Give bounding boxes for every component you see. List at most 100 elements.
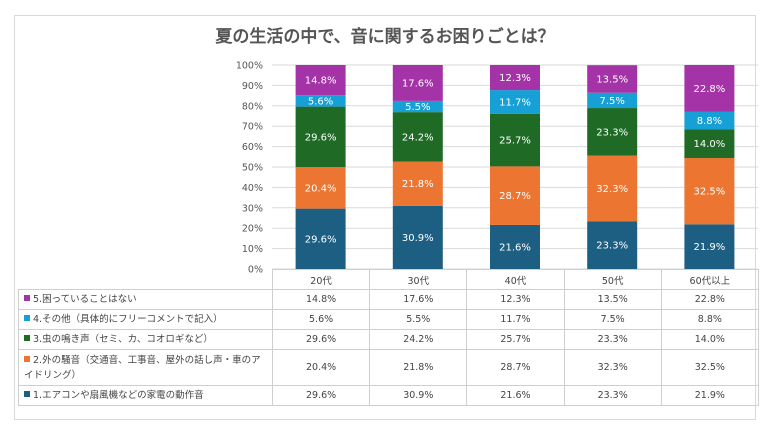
y-tick-label: 0%	[248, 265, 263, 276]
data-label: 20.4%	[305, 183, 337, 194]
table-cell: 29.6%	[271, 329, 371, 350]
y-tick-label: 60%	[242, 142, 263, 153]
data-label: 13.5%	[596, 74, 628, 85]
data-label: 12.3%	[499, 73, 531, 84]
y-tick-label: 50%	[242, 163, 263, 174]
table-cell: 28.7%	[466, 349, 565, 386]
legend-swatch	[24, 335, 30, 341]
bar-segment	[295, 95, 346, 107]
table-cell: 5.6%	[271, 309, 371, 330]
bar-segment	[587, 155, 638, 222]
bar-segment	[587, 92, 638, 109]
y-tick-label: 40%	[242, 183, 263, 194]
y-tick-label: 30%	[242, 203, 263, 214]
y-tick-label: 70%	[242, 122, 263, 133]
bar-segment	[684, 129, 735, 159]
table-cell: 32.3%	[563, 349, 662, 386]
y-tick-label: 90%	[242, 81, 263, 92]
y-tick-label: 100%	[236, 61, 263, 72]
table-cell: 12.3%	[466, 289, 565, 310]
table-cell: 22.8%	[660, 289, 759, 310]
data-label: 14.8%	[305, 76, 337, 87]
data-label: 8.8%	[697, 116, 722, 127]
table-cell: 30.9%	[369, 385, 468, 406]
bar-segment	[684, 65, 735, 112]
table-cell: 23.3%	[563, 385, 662, 406]
data-label: 25.7%	[499, 136, 531, 147]
legend-swatch	[24, 391, 30, 397]
table-row: 3.虫の鳴き声（セミ、カ、コオロギなど） 29.6% 24.2% 25.7% 23.3%…	[18, 329, 759, 350]
table-cell: 21.8%	[369, 349, 468, 386]
bar-segment	[490, 113, 540, 167]
table-cell: 23.3%	[563, 329, 662, 350]
table-cell: 17.6%	[369, 289, 468, 310]
bar-segment	[392, 112, 443, 162]
table-cell: 32.5%	[660, 349, 759, 386]
category-header: 30代	[369, 269, 468, 290]
category-header: 60代以上	[660, 269, 759, 290]
data-label: 7.5%	[599, 96, 624, 107]
table-cell: 25.7%	[466, 329, 565, 350]
bar-segment	[392, 161, 443, 206]
data-label: 28.7%	[499, 191, 531, 202]
bar-segment	[295, 65, 346, 96]
table-row: 5.困っていることはない 14.8% 17.6% 12.3% 13.5% 22.8%	[18, 289, 759, 310]
bar-segment	[392, 205, 443, 269]
data-label: 32.5%	[694, 187, 726, 198]
table-row: 2.外の騒音（交通音、工事音、屋外の話し声・車のアイドリング） 20.4% 21.8…	[18, 349, 759, 386]
series-label: 3.虫の鳴き声（セミ、カ、コオロギなど）	[18, 329, 273, 350]
category-header: 50代	[563, 269, 662, 290]
table-cell: 7.5%	[563, 309, 662, 330]
bar-segment	[587, 221, 638, 269]
data-label: 24.2%	[402, 132, 434, 143]
data-label: 30.9%	[402, 233, 434, 244]
bar-segment	[684, 224, 735, 269]
data-label: 21.9%	[694, 242, 726, 253]
data-label: 14.0%	[694, 139, 726, 150]
bar-segment	[490, 166, 540, 225]
table-cell: 13.5%	[563, 289, 662, 310]
data-label: 5.6%	[308, 96, 333, 107]
data-label: 5.5%	[405, 102, 430, 113]
bar-segment	[684, 111, 735, 130]
y-tick-label: 80%	[242, 101, 263, 112]
table-cell: 8.8%	[660, 309, 759, 330]
data-label: 11.7%	[499, 98, 531, 109]
table-cell: 21.9%	[660, 385, 759, 406]
data-label: 29.6%	[305, 132, 337, 143]
table-cell: 24.2%	[369, 329, 468, 350]
data-label: 23.3%	[596, 127, 628, 138]
bar-segment	[684, 158, 735, 225]
series-label: 2.外の騒音（交通音、工事音、屋外の話し声・車のアイドリング）	[18, 349, 273, 386]
data-label: 21.6%	[499, 242, 531, 253]
data-label: 21.8%	[402, 179, 434, 190]
table-corner	[19, 270, 273, 290]
bar-segment	[392, 65, 443, 101]
bar-segment	[392, 100, 443, 113]
bar-segment	[295, 208, 346, 269]
y-tick-label: 20%	[242, 224, 263, 235]
table-cell: 14.0%	[660, 329, 759, 350]
legend-swatch	[24, 315, 30, 321]
data-label: 23.3%	[596, 241, 628, 252]
y-tick-label: 10%	[242, 244, 263, 255]
chart-title: 夏の生活の中で、音に関するお困りごとは？	[215, 27, 555, 47]
table-cell: 14.8%	[271, 289, 371, 310]
category-header: 20代	[271, 269, 371, 290]
data-label: 32.3%	[596, 184, 628, 195]
legend-swatch	[24, 295, 30, 301]
bar-segment	[490, 224, 540, 269]
bar-segment	[490, 65, 540, 91]
bar-segment	[295, 106, 346, 167]
data-table: 20代 30代 40代 50代 60代以上 5.困っていることはない 14.8% 17.6% 1…	[18, 269, 759, 406]
table-cell: 29.6%	[271, 385, 371, 406]
table-row: 1.エアコンや扇風機などの家電の動作音 29.6% 30.9% 21.6% 23.3% 2…	[18, 385, 759, 406]
bar-segment	[587, 65, 638, 93]
bar-segment	[490, 90, 540, 114]
series-label: 4.その他（具体的にフリーコメントで記入）	[18, 309, 273, 330]
data-label: 22.8%	[694, 84, 726, 95]
table-cell: 5.5%	[369, 309, 468, 330]
legend-swatch	[24, 355, 30, 362]
data-label: 29.6%	[305, 234, 337, 245]
